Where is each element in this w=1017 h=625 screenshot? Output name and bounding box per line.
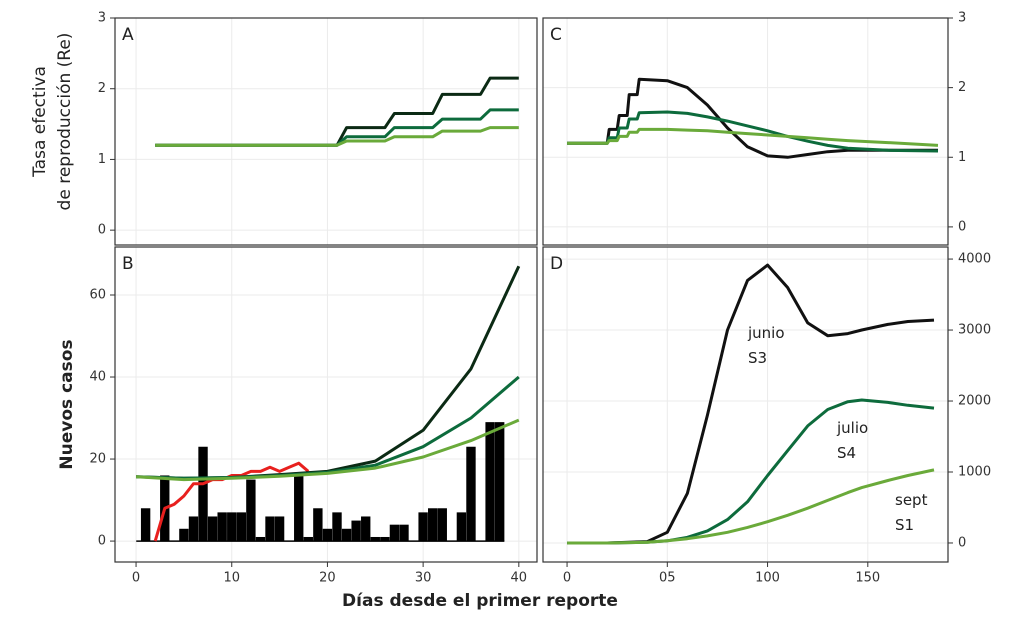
bar xyxy=(198,446,208,542)
x-tick-label: 40 xyxy=(511,571,528,586)
bar xyxy=(188,516,199,542)
panel: 0 1 2 3 C xyxy=(542,11,966,246)
x-tick-label: 05 xyxy=(659,571,676,586)
y-tick-label: 2000 xyxy=(958,394,991,409)
data-line xyxy=(155,76,519,147)
y-tick-label: 2 xyxy=(98,81,106,96)
panel-border xyxy=(114,246,538,563)
bar xyxy=(332,512,342,542)
data-line xyxy=(155,108,519,147)
data-line xyxy=(567,263,935,545)
y-tick-label: 0 xyxy=(98,223,106,238)
y-tick-label: 3 xyxy=(98,11,106,26)
panel-label: B xyxy=(122,254,134,274)
x-tick-label: 20 xyxy=(319,571,336,586)
bar xyxy=(485,422,495,542)
data-line xyxy=(153,461,310,542)
x-axis-title: Días desde el primer reporte xyxy=(342,591,618,611)
bar xyxy=(294,475,304,542)
plot-area xyxy=(155,76,519,147)
bar xyxy=(494,422,505,542)
x-tick-label: 30 xyxy=(415,571,432,586)
annotation: sept xyxy=(895,491,928,509)
bar xyxy=(274,516,285,542)
y-tick-label: 1 xyxy=(958,150,966,165)
plot-area xyxy=(567,77,939,159)
bar xyxy=(236,512,247,542)
data-line xyxy=(155,126,519,147)
bar xyxy=(313,508,323,542)
y-axis-title: Tasa efectiva xyxy=(30,66,50,178)
data-line xyxy=(567,127,939,147)
bar xyxy=(418,512,428,542)
bar xyxy=(389,524,400,542)
annotation: julio xyxy=(836,419,868,437)
annotation: S4 xyxy=(837,444,856,462)
panel-border xyxy=(542,246,949,563)
bar xyxy=(207,516,218,542)
bar xyxy=(351,520,361,542)
y-tick-label: 3 xyxy=(958,11,966,26)
panel-background xyxy=(543,247,948,562)
bar xyxy=(380,536,390,542)
annotation: S3 xyxy=(748,349,767,367)
panel-label: A xyxy=(122,25,134,45)
bar xyxy=(399,524,409,542)
panel-label: D xyxy=(550,254,563,274)
bar xyxy=(179,528,189,542)
y-tick-label: 0 xyxy=(958,219,966,234)
y-tick-label: 1000 xyxy=(958,465,991,480)
y-tick-label: 3000 xyxy=(958,323,991,338)
bar xyxy=(361,516,371,542)
bar xyxy=(140,508,151,542)
panel: 0 1 2 3 A Tasa efectiva de reproducción (Re) xyxy=(30,11,538,246)
x-tick-label: 0 xyxy=(563,571,571,586)
y-tick-label: 40 xyxy=(89,370,106,385)
y-axis-title: de reproducción (Re) xyxy=(55,33,75,211)
y-tick-label: 2 xyxy=(958,80,966,95)
bar xyxy=(466,446,476,542)
bar xyxy=(341,528,352,542)
x-tick-label: 0 xyxy=(132,571,140,586)
bar xyxy=(322,528,333,542)
bar xyxy=(303,536,313,542)
y-axis-title: Nuevos casos xyxy=(57,339,77,469)
bar xyxy=(217,512,227,542)
data-line xyxy=(136,418,520,482)
y-tick-label: 0 xyxy=(98,534,106,549)
data-line xyxy=(567,77,938,159)
bar xyxy=(265,516,275,542)
bar xyxy=(437,508,447,542)
bar xyxy=(246,479,256,542)
panel-border xyxy=(114,17,538,246)
annotation: junio xyxy=(747,324,785,342)
annotation: S1 xyxy=(895,516,914,534)
x-tick-label: 10 xyxy=(223,571,240,586)
plot-area xyxy=(136,265,521,542)
y-tick-label: 20 xyxy=(89,452,106,467)
panel-background xyxy=(543,18,948,245)
y-tick-label: 60 xyxy=(89,287,106,302)
y-tick-label: 4000 xyxy=(958,252,991,267)
plot-area xyxy=(567,263,935,545)
y-tick-label: 0 xyxy=(958,535,966,550)
data-line xyxy=(567,468,935,545)
panel-label: C xyxy=(550,25,562,45)
bar xyxy=(456,512,467,542)
bar xyxy=(428,508,438,542)
data-line xyxy=(567,110,939,153)
x-tick-label: 100 xyxy=(755,571,780,586)
bar xyxy=(227,512,237,542)
panel-border xyxy=(542,17,949,246)
bar xyxy=(255,536,266,542)
bar xyxy=(370,536,380,542)
y-tick-label: 1 xyxy=(98,152,106,167)
panel: 0 20 40 60 0 10 20 30 40 B Nuevos casos Días desde … xyxy=(57,246,618,611)
x-tick-label: 150 xyxy=(855,571,880,586)
